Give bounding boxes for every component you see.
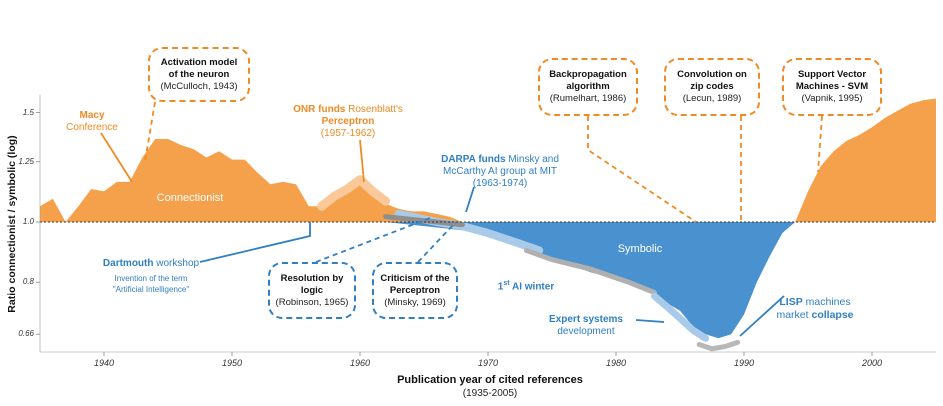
- ai-winter-band: [523, 247, 657, 296]
- dartmouth-sub-b: "Artificial Intelligence": [112, 285, 190, 294]
- activation-model-box: Activation model of the neuron (McCulloc…: [148, 47, 250, 102]
- resolution-leader: [315, 217, 431, 263]
- activation-title: Activation model of the neuron: [160, 56, 238, 80]
- x-tick-label: 1990: [733, 358, 755, 368]
- resolution-cite: (Robinson, 1965): [275, 296, 349, 308]
- darpa-normal-b: McCarthy AI group at MIT: [443, 166, 557, 177]
- criticism-leader: [417, 221, 457, 263]
- backpropagation-box: Backpropagation algorithm (Rumelhart, 19…: [538, 58, 638, 116]
- lisp-bold: LISP: [779, 296, 803, 308]
- macy-bold: Macy: [79, 110, 105, 121]
- backprop-leader: [587, 116, 697, 223]
- resolution-by-logic-box: Resolution by logic (Robinson, 1965): [268, 262, 356, 319]
- x-tick-label: 1950: [221, 358, 243, 368]
- symbolic-area-label: Symbolic: [617, 243, 663, 255]
- symbolic-area: [385, 222, 796, 339]
- expert-systems-band: [650, 292, 710, 342]
- ai-winter-text: AI winter: [511, 281, 555, 293]
- y-tick-label: 1.25: [18, 156, 34, 166]
- dartmouth-sub-a: Invention of the term: [114, 274, 188, 283]
- onr-years: (1957-1962): [320, 128, 376, 139]
- onr-funds-label: ONR funds Rosenblatt's Perceptron (1957-…: [288, 104, 408, 140]
- svm-box: Support Vector Machines - SVM (Vapnik, 1…: [782, 58, 882, 116]
- darpa-normal-a: Minsky and: [508, 154, 559, 165]
- svm-cite: (Vapnik, 1995): [801, 93, 863, 104]
- axis-ticks: [36, 112, 873, 356]
- onr-bold: ONR funds: [293, 104, 346, 115]
- darpa-leader: [465, 186, 475, 213]
- dartmouth-leader: [199, 222, 311, 263]
- macy-leader: [100, 132, 133, 183]
- criticism-cite: (Minsky, 1969): [384, 296, 446, 308]
- expert-normal: development: [557, 326, 615, 337]
- dartmouth-bold: Dartmouth: [102, 258, 154, 269]
- svm-title: Support Vector Machines - SVM: [795, 69, 869, 92]
- activation-cite: (McCulloch, 1943): [160, 80, 238, 92]
- activation-leader: [144, 101, 156, 162]
- onr-perceptron: Perceptron: [321, 116, 375, 127]
- lisp-leader: [739, 295, 785, 337]
- dartmouth-normal: workshop: [156, 258, 200, 269]
- backprop-title: Backpropagation algorithm: [549, 69, 627, 92]
- expert-systems-label: Expert systems development: [536, 314, 636, 338]
- y-tick-label: 1.0: [22, 217, 34, 226]
- period-overlays: [317, 175, 741, 352]
- lisp-collapse-band: [696, 339, 741, 352]
- leader-lines: [100, 101, 823, 337]
- onr-normal: Rosenblatt's: [348, 104, 403, 115]
- y-tick-label: 1.5: [22, 107, 34, 117]
- logic-era-band: [383, 214, 465, 228]
- backprop-cite: (Rumelhart, 1986): [549, 93, 627, 104]
- darpa-bold: DARPA funds: [441, 154, 506, 165]
- resolution-title: Resolution by logic: [280, 272, 344, 296]
- macy-conference-label: Macy Conference: [62, 110, 122, 134]
- x-axis-title: Publication year of cited references: [397, 374, 583, 386]
- connectionist-area: [40, 98, 936, 222]
- darpa-years: (1963-1974): [472, 178, 528, 189]
- ai-winter-prefix: 1: [497, 281, 504, 293]
- lisp-collapse: collapse: [811, 309, 854, 321]
- ai-winter-sup: st: [503, 280, 510, 287]
- x-tick-label: 1980: [605, 358, 627, 368]
- expert-bold: Expert systems: [549, 314, 623, 325]
- x-tick-label: 1970: [477, 358, 499, 368]
- convolution-box: Convolution on zip codes (Lecun, 1989): [664, 58, 760, 116]
- lisp-market: market: [776, 309, 809, 321]
- x-axis-subtitle: (1935-2005): [462, 388, 518, 399]
- convolution-title: Convolution on zip codes: [677, 69, 747, 92]
- onr-leader: [359, 139, 365, 183]
- svm-leader: [817, 115, 823, 173]
- convolution-cite: (Lecun, 1989): [682, 93, 742, 104]
- x-tick-label: 1940: [93, 358, 115, 368]
- criticism-title: Criticism of the Perceptron: [380, 272, 450, 296]
- y-tick-label: 0.66: [18, 329, 34, 339]
- criticism-perceptron-box: Criticism of the Perceptron (Minsky, 196…: [372, 262, 458, 319]
- x-tick-label: 2000: [861, 358, 883, 368]
- dartmouth-workshop-label: Dartmouth workshop Invention of the term…: [86, 258, 216, 295]
- onr-period-band: [317, 175, 391, 211]
- connectionist-area-label: Connectionist: [156, 192, 224, 204]
- darpa-funds-label: DARPA funds Minsky and McCarthy AI group…: [430, 154, 570, 190]
- lisp-machines-label: LISP machines market collapse: [760, 296, 870, 322]
- expert-leader: [635, 319, 665, 323]
- x-tick-label: 1960: [349, 358, 371, 368]
- macy-conference: Conference: [66, 122, 118, 133]
- y-tick-label: 0.8: [22, 277, 34, 287]
- lisp-machines: machines: [805, 296, 851, 308]
- ai-winter-label: 1st AI winter: [486, 278, 566, 293]
